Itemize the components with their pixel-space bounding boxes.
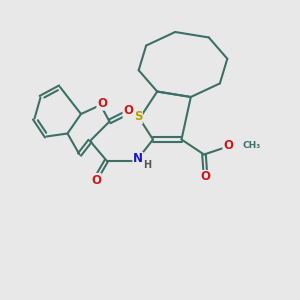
Text: S: S (134, 110, 142, 124)
Text: O: O (97, 97, 107, 110)
Text: N: N (133, 152, 143, 166)
Text: O: O (91, 173, 101, 187)
Text: CH₃: CH₃ (243, 141, 261, 150)
Text: H: H (143, 160, 151, 170)
Text: O: O (123, 104, 133, 118)
Text: O: O (223, 139, 233, 152)
Text: O: O (200, 170, 211, 184)
